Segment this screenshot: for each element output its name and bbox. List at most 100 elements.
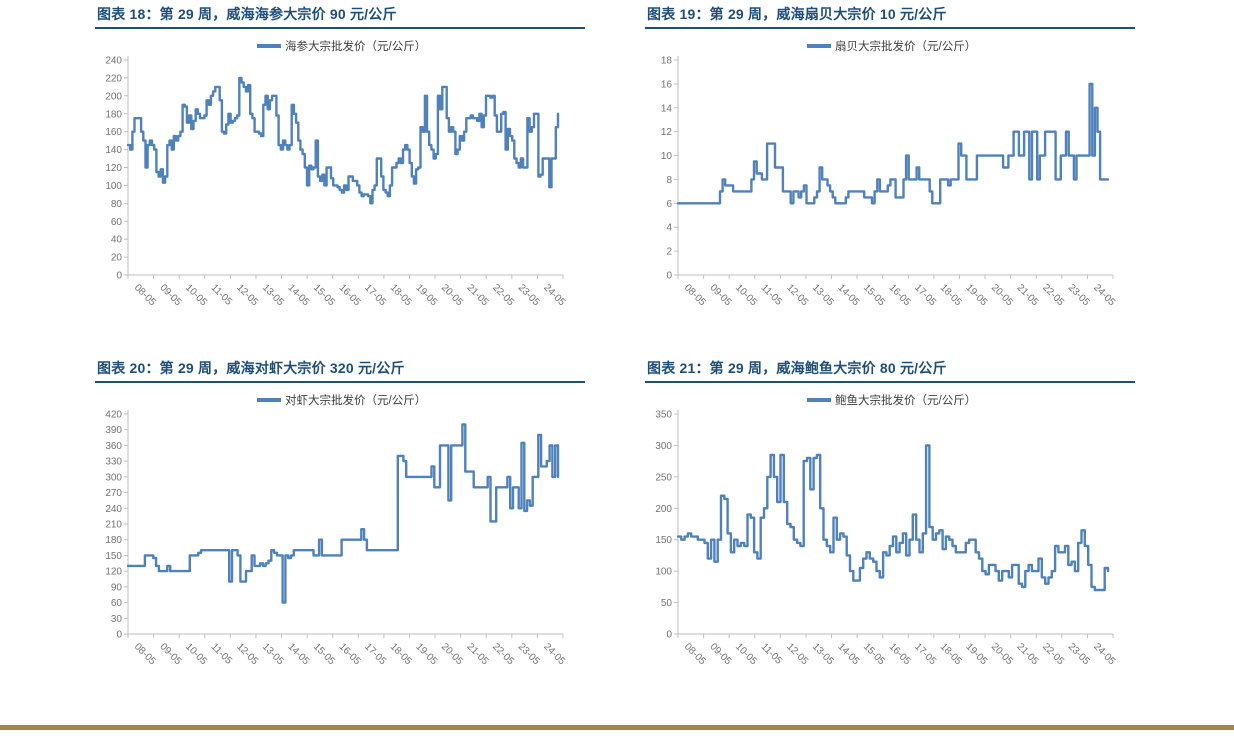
x-tick-label: 13-05 <box>260 282 286 308</box>
legend-label: 扇贝大宗批发价（元/公斤） <box>835 39 976 53</box>
x-tick-label: 16-05 <box>887 282 913 308</box>
x-tick-label: 17-05 <box>362 641 388 667</box>
x-tick-label: 16-05 <box>887 641 913 667</box>
y-tick-label: 360 <box>105 441 122 452</box>
x-tick-label: 17-05 <box>362 282 388 308</box>
y-tick-labels: 0 20 40 60 80 100 120 140 160 180 200 220 240 <box>105 56 128 282</box>
chart-19-canvas: 0 2 4 6 8 10 12 14 16 18 08-05 09-05 10-05 11-05 12-05… <box>661 39 1118 309</box>
x-tick-label: 12-05 <box>234 641 260 667</box>
x-tick-label: 14-05 <box>285 282 311 308</box>
x-tick-label: 22-05 <box>1040 641 1066 667</box>
x-tick-label: 19-05 <box>963 641 989 667</box>
chart-20-canvas: 0 30 60 90 120 150 180 210 240 270 300 330 360 390 420… <box>105 393 567 668</box>
y-tick-label: 350 <box>655 410 672 421</box>
x-tick-labels: 08-05 09-05 10-05 11-05 12-05 13-05 14-05 15-05… <box>677 634 1117 668</box>
price-line <box>676 444 1110 592</box>
legend: 扇贝大宗批发价（元/公斤） <box>807 39 976 53</box>
chart-19-title: 图表 19：第 29 周，威海扇贝大宗价 10 元/公斤 <box>647 6 947 22</box>
price-line <box>126 76 560 205</box>
chart-18-title: 图表 18：第 29 周，威海海参大宗价 90 元/公斤 <box>97 6 397 22</box>
y-tick-label: 60 <box>111 217 123 228</box>
chart-20-plot-area: 0 30 60 90 120 150 180 210 240 270 300 330 360 390 420… <box>95 386 585 696</box>
x-tick-label: 12-05 <box>784 282 810 308</box>
x-tick-label: 11-05 <box>759 641 785 667</box>
legend: 海参大宗批发价（元/公斤） <box>257 39 426 53</box>
x-tick-label: 18-05 <box>388 282 414 308</box>
chart-21-plot-area: 0 50 100 150 200 250 300 350 08-05 09-05 10-05 11-0… <box>645 386 1135 696</box>
y-tick-label: 30 <box>111 614 123 625</box>
chart-21-title-underline <box>645 381 1135 383</box>
x-tick-label: 09-05 <box>157 641 183 667</box>
axes <box>677 56 1113 276</box>
y-tick-label: 90 <box>111 582 123 593</box>
y-tick-label: 80 <box>111 199 123 210</box>
y-tick-label: 420 <box>105 410 122 421</box>
chart-18-canvas: 0 20 40 60 80 100 120 140 160 180 200 220 240 08-05 09… <box>105 39 567 309</box>
y-tick-label: 200 <box>655 504 672 515</box>
x-tick-label: 21-05 <box>465 641 491 667</box>
y-tick-label: 330 <box>105 457 122 468</box>
x-tick-label: 11-05 <box>209 282 235 308</box>
axes <box>127 410 563 635</box>
y-tick-label: 210 <box>105 520 122 531</box>
x-tick-label: 11-05 <box>209 641 235 667</box>
chart-21-title: 图表 21：第 29 周，威海鲍鱼大宗价 80 元/公斤 <box>647 360 947 376</box>
y-tick-label: 0 <box>116 630 122 641</box>
y-tick-label: 240 <box>105 56 122 67</box>
x-tick-label: 12-05 <box>784 641 810 667</box>
chart-21-canvas: 0 50 100 150 200 250 300 350 08-05 09-05 10-05 11-0… <box>655 393 1117 668</box>
y-tick-label: 150 <box>105 551 122 562</box>
x-tick-label: 13-05 <box>260 641 286 667</box>
chart-panel-20: 图表 20：第 29 周，威海对虾大宗价 320 元/公斤 0 30 60 90 120… <box>95 359 585 696</box>
y-tick-label: 0 <box>666 271 672 282</box>
x-tick-label: 24-05 <box>1091 641 1117 667</box>
y-tick-label: 10 <box>661 151 673 162</box>
x-tick-label: 20-05 <box>439 282 465 308</box>
x-tick-label: 19-05 <box>413 282 439 308</box>
x-tick-label: 22-05 <box>1040 282 1066 308</box>
x-tick-label: 11-05 <box>759 282 785 308</box>
x-tick-label: 21-05 <box>1015 641 1041 667</box>
y-tick-label: 180 <box>105 535 122 546</box>
x-tick-label: 23-05 <box>1066 641 1092 667</box>
x-tick-label: 17-05 <box>912 282 938 308</box>
x-tick-label: 14-05 <box>285 641 311 667</box>
chart-19-title-underline <box>645 27 1135 29</box>
y-tick-label: 16 <box>661 79 673 90</box>
y-tick-labels: 0 2 4 6 8 10 12 14 16 18 <box>661 56 678 282</box>
legend: 对虾大宗批发价（元/公斤） <box>257 393 426 407</box>
x-tick-labels: 08-05 09-05 10-05 11-05 12-05 13-05 14-05 15-05… <box>127 275 567 309</box>
y-tick-label: 300 <box>105 472 122 483</box>
chart-18-plot-area: 0 20 40 60 80 100 120 140 160 180 200 220 240 08-05 09… <box>95 32 585 337</box>
chart-19-plot-area: 0 2 4 6 8 10 12 14 16 18 08-05 09-05 10-05 11-05 12-05… <box>645 32 1135 337</box>
x-tick-label: 19-05 <box>963 282 989 308</box>
x-tick-label: 15-05 <box>861 282 887 308</box>
footer-gold-rule <box>0 725 1234 730</box>
y-tick-label: 6 <box>666 199 672 210</box>
y-tick-label: 2 <box>666 247 672 258</box>
x-tick-label: 21-05 <box>465 282 491 308</box>
chart-panel-19: 图表 19：第 29 周，威海扇贝大宗价 10 元/公斤 0 2 4 6 8 10 12 14… <box>645 5 1135 337</box>
y-tick-label: 4 <box>666 223 672 234</box>
chart-panel-18: 图表 18：第 29 周，威海海参大宗价 90 元/公斤 0 20 40 60 80 10… <box>95 5 585 337</box>
x-tick-label: 19-05 <box>413 641 439 667</box>
chart-panel-21: 图表 21：第 29 周，威海鲍鱼大宗价 80 元/公斤 0 50 100 150 20… <box>645 359 1135 696</box>
y-tick-labels: 0 50 100 150 200 250 300 350 <box>655 410 678 641</box>
y-tick-label: 390 <box>105 425 122 436</box>
y-tick-label: 0 <box>666 630 672 641</box>
y-tick-label: 100 <box>655 567 672 578</box>
x-tick-label: 10-05 <box>183 641 209 667</box>
axes <box>677 410 1113 635</box>
legend-label: 鲍鱼大宗批发价（元/公斤） <box>835 393 976 407</box>
x-tick-label: 16-05 <box>337 282 363 308</box>
y-tick-label: 100 <box>105 181 122 192</box>
x-tick-label: 20-05 <box>989 282 1015 308</box>
y-tick-label: 120 <box>105 567 122 578</box>
x-tick-label: 23-05 <box>1066 282 1092 308</box>
x-tick-label: 24-05 <box>1091 282 1117 308</box>
x-tick-label: 21-05 <box>1015 282 1041 308</box>
x-tick-label: 13-05 <box>810 282 836 308</box>
legend-label: 对虾大宗批发价（元/公斤） <box>285 393 426 407</box>
x-tick-label: 09-05 <box>157 282 183 308</box>
